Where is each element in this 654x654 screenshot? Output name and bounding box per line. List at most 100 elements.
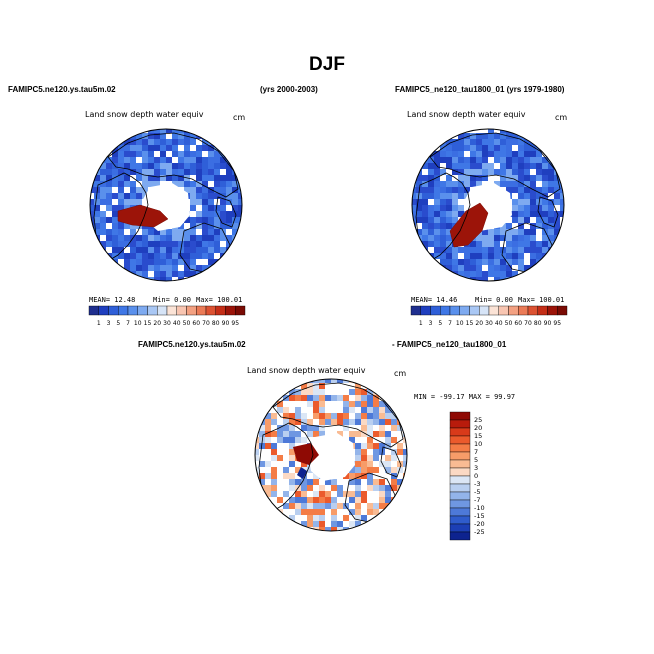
panel3-colorbar-tick-label: -10 [474, 504, 485, 512]
panel2-colorbar-swatch [449, 305, 460, 316]
panel1-colorbar-swatch [166, 305, 177, 316]
figure-title: DJF [309, 54, 345, 75]
panel1-colorbar-tick-label: 50 [183, 320, 191, 327]
panel3-case-a-label: FAMIPC5.ne120.ys.tau5m.02 [138, 340, 246, 349]
panel3-colorbar-tick-label: 20 [474, 424, 482, 432]
panel3-units-label: cm [394, 369, 407, 378]
panel1-colorbar-swatch [98, 305, 109, 316]
panel1-colorbar-swatch [147, 305, 158, 316]
panel1-min: Min= 0.00 [153, 296, 191, 304]
panel2-colorbar-tick-label: 80 [534, 320, 542, 327]
panel3-colorbar-swatch [449, 419, 471, 429]
panel1-colorbar-tick-label: 15 [144, 320, 152, 327]
panel2-colorbar-swatch [440, 305, 451, 316]
panel2-colorbar-swatch [479, 305, 490, 316]
panel2-colorbar-swatch [469, 305, 480, 316]
panel1-colorbar-swatch [118, 305, 129, 316]
panel2-colorbar-swatch [410, 305, 421, 316]
panel1-colorbar-swatch [176, 305, 187, 316]
panel3-colorbar-tick-label: 0 [474, 472, 478, 480]
panel2-colorbar-swatch [518, 305, 529, 316]
panel3-variable-label: Land snow depth water equiv [247, 366, 366, 375]
panel2-colorbar-swatch [488, 305, 499, 316]
panel2-colorbar-swatch [459, 305, 470, 316]
panel1-colorbar-swatch [186, 305, 197, 316]
panel1-years-label: (yrs 2000-2003) [260, 85, 318, 94]
panel1-colorbar-swatch [88, 305, 99, 316]
panel2-colorbar-tick-label: 90 [544, 320, 552, 327]
panel2-colorbar-tick-label: 5 [438, 320, 442, 327]
panel3-colorbar-tick-label: -20 [474, 520, 485, 528]
panel3-colorbar-swatch [449, 451, 471, 461]
panel3-colorbar-swatch [449, 507, 471, 517]
panel3-colorbar-swatch [449, 475, 471, 485]
panel2-polar-map [411, 128, 565, 282]
panel1-colorbar-tick-label: 3 [107, 320, 111, 327]
panel3-colorbar-swatch [449, 467, 471, 477]
panel2-max: Max= 100.01 [518, 296, 565, 304]
panel1-colorbar-swatch [108, 305, 119, 316]
panel3-colorbar-swatch [449, 515, 471, 525]
panel2-colorbar-swatch [527, 305, 538, 316]
panel1-colorbar-tick-label: 5 [116, 320, 120, 327]
panel2-colorbar-swatch [430, 305, 441, 316]
panel3-colorbar-tick-label: 5 [474, 456, 478, 464]
panel1-colorbar-swatch [157, 305, 168, 316]
panel3-colorbar-swatch [449, 483, 471, 493]
panel1-colorbar-swatch [235, 305, 246, 316]
panel1-colorbar-tick-label: 95 [231, 320, 239, 327]
panel2-min: Min= 0.00 [475, 296, 513, 304]
panel2-colorbar-tick-label: 3 [429, 320, 433, 327]
panel1-colorbar-swatch [215, 305, 226, 316]
panel2-mean: MEAN= 14.46 [411, 296, 458, 304]
panel3-colorbar-swatch [449, 499, 471, 509]
panel2-colorbar-swatch [557, 305, 568, 316]
panel1-colorbar-tick-label: 10 [134, 320, 142, 327]
panel2-colorbar-tick-label: 7 [448, 320, 452, 327]
panel1-colorbar-tick-label: 80 [212, 320, 220, 327]
panel3-colorbar-tick-label: 25 [474, 416, 482, 424]
panel1-colorbar: 1 3 5 7 10 15 20 30 40 50 60 70 80 90 95 [88, 305, 246, 327]
panel3-colorbar-tick-label: 7 [474, 448, 478, 456]
panel1-colorbar-swatch [137, 305, 148, 316]
panel1-colorbar-tick-label: 30 [163, 320, 171, 327]
panel2-variable-label: Land snow depth water equiv [407, 110, 526, 119]
panel1-colorbar-tick-label: 60 [192, 320, 200, 327]
panel2-colorbar-tick-label: 15 [466, 320, 474, 327]
panel3-colorbar-swatch [449, 427, 471, 437]
panel2-colorbar-tick-label: 1 [419, 320, 423, 327]
panel2-colorbar-swatch [498, 305, 509, 316]
panel2-colorbar-tick-label: 40 [495, 320, 503, 327]
panel1-colorbar-tick-label: 1 [97, 320, 101, 327]
panel3-colorbar-swatch [449, 411, 471, 421]
panel3-colorbar-tick-label: 15 [474, 432, 482, 440]
panel2-colorbar-swatch [547, 305, 558, 316]
panel2-colorbar-tick-label: 20 [475, 320, 483, 327]
panel3-colorbar-swatch [449, 523, 471, 533]
panel2-colorbar-tick-label: 95 [553, 320, 561, 327]
panel1-case-label: FAMIPC5.ne120.ys.tau5m.02 [8, 85, 116, 94]
panel2-colorbar-tick-label: 30 [485, 320, 493, 327]
panel3-colorbar-tick-label: -3 [474, 480, 480, 488]
panel1-units-label: cm [233, 113, 246, 122]
panel3-colorbar-tick-label: -5 [474, 488, 480, 496]
panel3-polar-map [254, 378, 408, 532]
panel1-colorbar-tick-label: 40 [173, 320, 181, 327]
panel1-colorbar-tick-label: 70 [202, 320, 210, 327]
panel3-colorbar-tick-label: -15 [474, 512, 485, 520]
panel2-colorbar-tick-label: 50 [505, 320, 513, 327]
panel3-colorbar-tick-label: 10 [474, 440, 482, 448]
panel3-case-b-label: - FAMIPC5_ne120_tau1800_01 [392, 340, 507, 349]
panel3-colorbar-swatch [449, 491, 471, 501]
panel3-colorbar-swatch [449, 443, 471, 453]
panel2-colorbar: 1 3 5 7 10 15 20 30 40 50 60 70 80 90 95 [410, 305, 568, 327]
panel3-colorbar-tick-label: -25 [474, 528, 485, 536]
panel1-colorbar-swatch [205, 305, 216, 316]
panel2-colorbar-swatch [537, 305, 548, 316]
panel2-colorbar-tick-label: 10 [456, 320, 464, 327]
panel3-colorbar-swatch [449, 459, 471, 469]
panel3-colorbar-tick-label: -7 [474, 496, 480, 504]
panel1-polar-map [89, 128, 243, 282]
panel3-minmax: MIN = -99.17 MAX = 99.97 [414, 393, 516, 401]
